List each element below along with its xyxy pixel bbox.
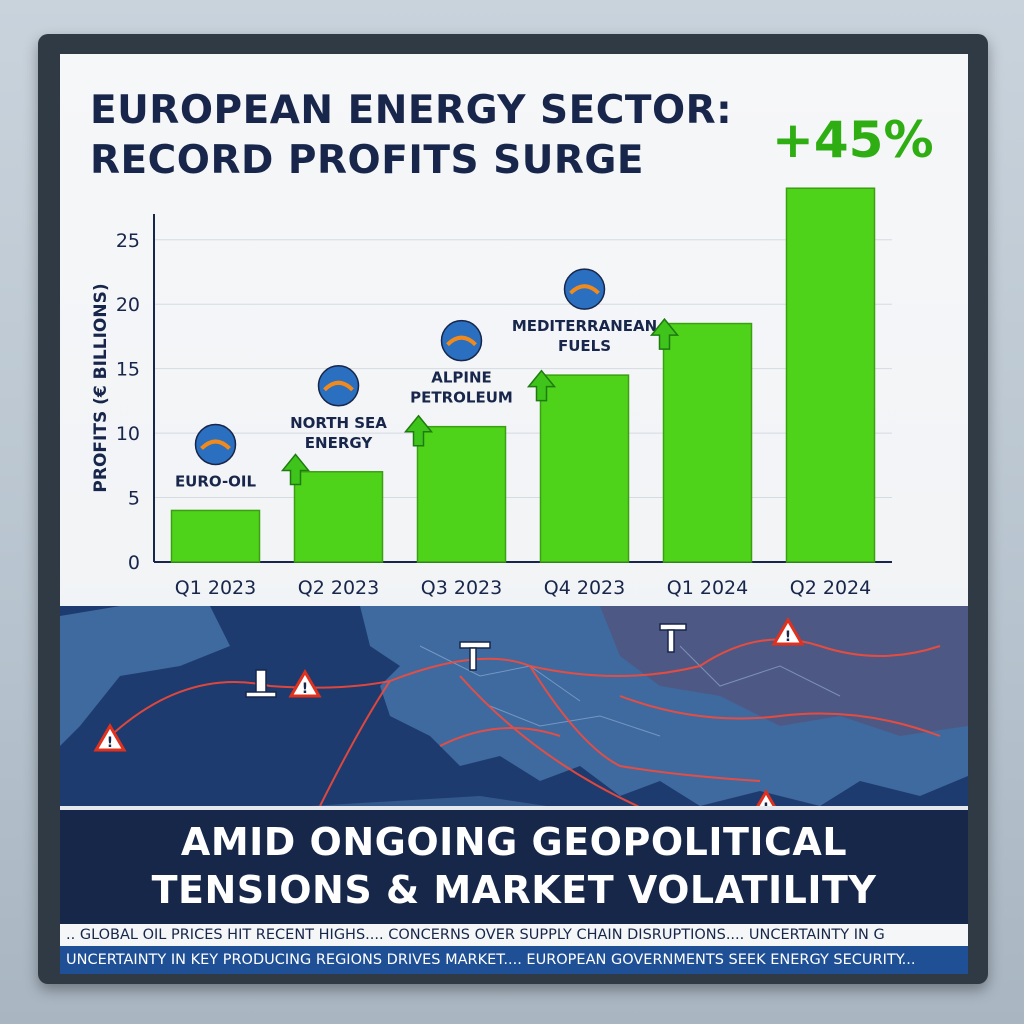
screen: EUROPEAN ENERGY SECTOR: RECORD PROFITS S… [60,54,968,974]
bar [539,374,630,563]
bar [416,425,507,563]
company-label: ALPINE [431,369,492,387]
up-arrow-icon [649,317,680,350]
bar [662,322,753,563]
svg-text:!: ! [302,681,308,697]
up-arrow-icon [526,369,557,402]
headline: EUROPEAN ENERGY SECTOR: RECORD PROFITS S… [90,86,770,186]
europe-map: ! ! ! ! [60,606,968,836]
y-tick-label: 15 [116,359,140,381]
news-ticker-top: .. GLOBAL OIL PRICES HIT RECENT HIGHS...… [60,922,968,946]
x-tick-label: Q2 2024 [790,577,871,599]
oil-pump-icon-2 [459,641,491,671]
x-tick-label: Q3 2023 [421,577,502,599]
up-arrow-icon [280,453,311,486]
warning-icon-1: ! [93,723,127,752]
euro-oil-logo-accent [200,439,231,450]
company-label: EURO-OIL [175,472,257,490]
y-tick-label: 5 [128,488,140,510]
bar [293,471,384,563]
bar [785,187,876,563]
x-tick-label: Q1 2024 [667,577,748,599]
svg-text:!: ! [107,735,113,751]
x-tick-label: Q4 2023 [544,577,625,599]
mountain-logo-accent [446,335,477,347]
wave-flame-logo [563,268,606,310]
bar [170,509,261,563]
y-axis-label: PROFITS (€ BILLIONS) [91,283,111,492]
y-tick-label: 25 [116,230,140,252]
headline-banner: AMID ONGOING GEOPOLITICAL TENSIONS & MAR… [60,806,968,926]
y-tick-label: 20 [116,294,140,316]
svg-text:!: ! [785,629,791,645]
headline-line-2: RECORD PROFITS SURGE [90,138,645,183]
company-label: ENERGY [305,434,374,452]
wave-flame-logo-accent [569,284,600,295]
y-tick-label: 10 [116,423,140,445]
oil-pump-icon-3 [659,623,687,653]
y-tick-label: 0 [128,552,140,574]
water-drop-logo-accent [323,380,354,392]
mountain-logo [440,319,483,362]
company-label: MEDITERRANEAN [512,317,657,335]
headline-line-1: EUROPEAN ENERGY SECTOR: [90,88,733,133]
warning-icon-3: ! [771,617,805,646]
news-ticker-bottom: UNCERTAINTY IN KEY PRODUCING REGIONS DRI… [60,946,968,974]
oil-pump-icon-1 [245,669,277,698]
profit-change-percent: +45% [772,111,934,169]
company-label: PETROLEUM [410,389,513,407]
banner-line-2: TENSIONS & MARKET VOLATILITY [151,868,877,912]
landmass-west [60,606,230,746]
euro-oil-logo [194,423,237,466]
x-tick-label: Q1 2023 [175,577,256,599]
company-label: FUELS [558,337,611,355]
profits-bar-chart: 0 5 10 15 20 25 PROFITS (€ BILLIONS) Q1 2023 Q2 … [91,187,892,599]
banner-line-1: AMID ONGOING GEOPOLITICAL [180,820,848,864]
company-label: NORTH SEA [290,414,387,432]
water-drop-logo [317,365,360,407]
warning-icon-2: ! [288,669,322,698]
up-arrow-icon [403,414,434,447]
tension-region [600,606,968,736]
x-tick-label: Q2 2023 [298,577,379,599]
